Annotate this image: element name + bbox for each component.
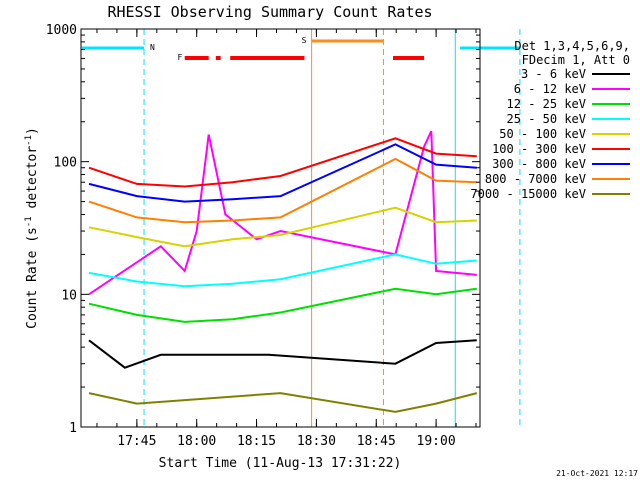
series-line bbox=[88, 253, 477, 288]
y-tick-label: 1 bbox=[69, 421, 77, 436]
y-tick-label: 10 bbox=[61, 288, 77, 303]
series-line bbox=[88, 287, 477, 323]
x-axis-label: Start Time (11-Aug-13 17:31:22) bbox=[159, 456, 402, 471]
x-tick-label: 18:30 bbox=[297, 434, 336, 449]
x-tick-label: 18:45 bbox=[357, 434, 396, 449]
series-line bbox=[88, 137, 477, 188]
series-line bbox=[88, 392, 478, 413]
saa-label: S bbox=[302, 36, 307, 45]
plot-frame bbox=[80, 28, 481, 428]
y-axis-label-sup1: -1 bbox=[24, 216, 34, 227]
legend-label: 800 - 7000 keV bbox=[485, 172, 586, 186]
legend: Det 1,3,4,5,6,9,FDecim 1, Att 03 - 6 keV… bbox=[470, 39, 630, 201]
x-tick-label: 18:00 bbox=[177, 434, 216, 449]
legend-label: 300 - 800 keV bbox=[492, 157, 586, 171]
y-axis-label-sup2: -1 bbox=[24, 135, 34, 146]
x-tick-label: 19:00 bbox=[417, 434, 456, 449]
series-line bbox=[88, 339, 477, 369]
y-tick-label: 1000 bbox=[46, 23, 77, 38]
chart-title: RHESSI Observing Summary Count Rates bbox=[107, 3, 432, 21]
legend-label: 12 - 25 keV bbox=[507, 97, 586, 111]
series-line bbox=[88, 206, 477, 248]
y-axis-label: Count Rate (s-1 detector-1) bbox=[24, 127, 40, 329]
x-tick-label: 17:45 bbox=[117, 434, 156, 449]
legend-label: 3 - 6 keV bbox=[521, 67, 586, 81]
footer-date: 21-Oct-2021 12:17 bbox=[556, 469, 638, 478]
axis-ticks: 17:45 18:00 18:15 18:30 18:45 19:00 1 10 100 1000 bbox=[46, 23, 480, 449]
series-line bbox=[88, 130, 477, 296]
series-line bbox=[88, 157, 477, 224]
legend-label: 7000 - 15000 keV bbox=[470, 187, 586, 201]
legend-label: 100 - 300 keV bbox=[492, 142, 586, 156]
x-tick-label: 18:15 bbox=[237, 434, 276, 449]
legend-header: FDecim 1, Att 0 bbox=[522, 53, 630, 67]
y-tick-label: 100 bbox=[54, 156, 77, 171]
night-label: N bbox=[150, 43, 155, 52]
legend-label: 25 - 50 keV bbox=[507, 112, 586, 126]
y-axis-label-mid: detector bbox=[25, 146, 40, 217]
y-axis-label-end: ) bbox=[25, 127, 40, 135]
legend-label: 50 - 100 keV bbox=[499, 127, 586, 141]
legend-header: Det 1,3,4,5,6,9, bbox=[514, 39, 630, 53]
series-group bbox=[88, 130, 478, 413]
flare-label: F bbox=[178, 53, 183, 62]
y-axis-label-main: Count Rate (s bbox=[25, 227, 40, 329]
series-line bbox=[88, 143, 477, 203]
legend-label: 6 - 12 keV bbox=[514, 82, 586, 96]
